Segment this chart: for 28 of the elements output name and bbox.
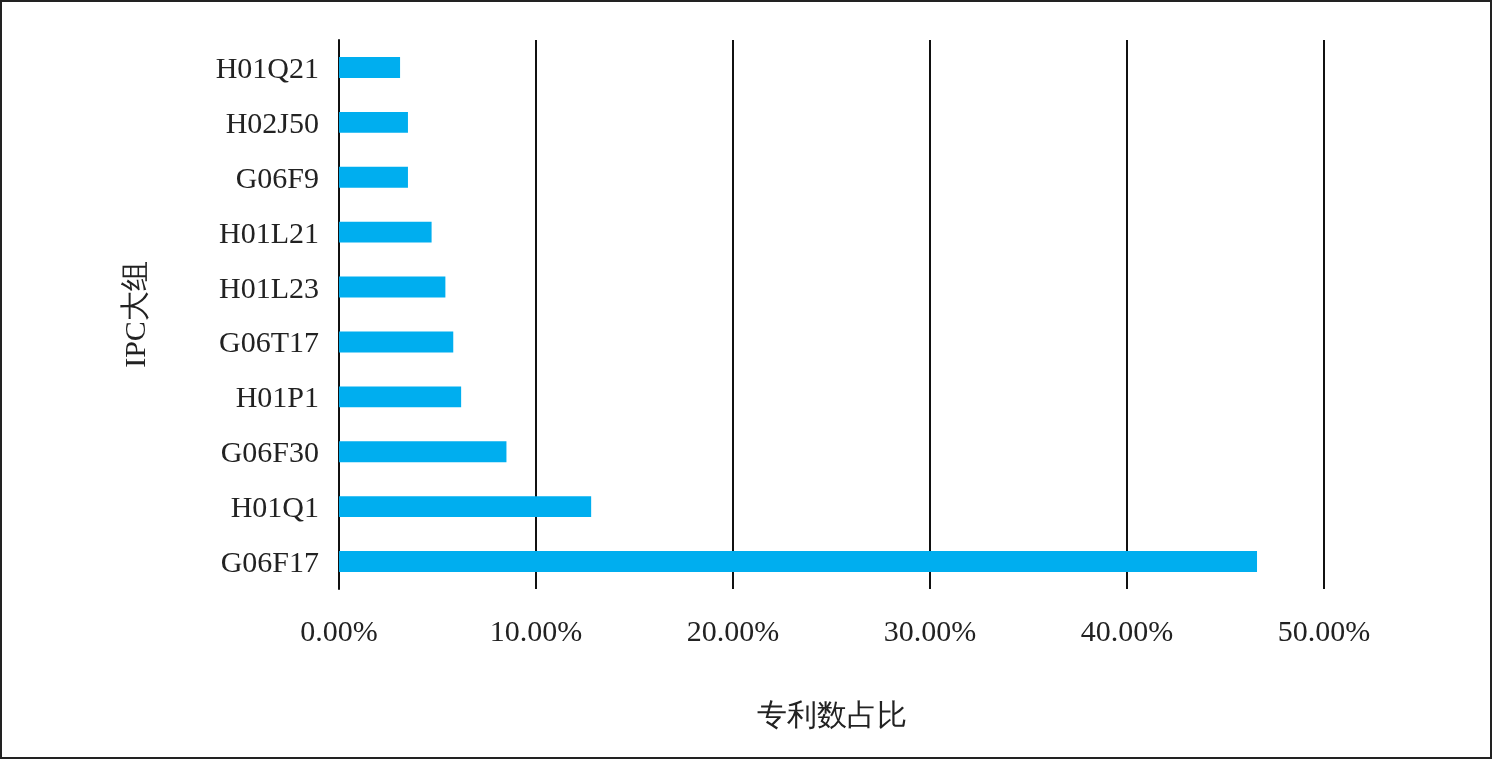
x-tick-label: 50.00% bbox=[1277, 613, 1371, 647]
bar bbox=[339, 331, 454, 353]
bar bbox=[339, 57, 401, 78]
bar bbox=[339, 441, 507, 463]
y-tick-label: H01L21 bbox=[219, 215, 319, 249]
y-tick-label: H01P1 bbox=[235, 380, 319, 414]
y-tick-label: H01Q21 bbox=[215, 50, 319, 84]
y-tick-label: H01L23 bbox=[219, 270, 319, 304]
bar bbox=[339, 551, 1258, 572]
x-tick-label: 30.00% bbox=[883, 613, 977, 647]
bar bbox=[339, 386, 462, 408]
y-tick-label: H02J50 bbox=[225, 105, 319, 139]
x-tick-label: 40.00% bbox=[1080, 613, 1174, 647]
x-tick-label: 20.00% bbox=[686, 613, 780, 647]
bar bbox=[339, 496, 592, 518]
y-axis-title: IPC大组 bbox=[117, 261, 151, 368]
bar bbox=[339, 111, 408, 133]
y-tick-label: G06F17 bbox=[220, 545, 319, 579]
y-tick-label: G06T17 bbox=[219, 325, 319, 359]
y-tick-label: G06F9 bbox=[235, 160, 319, 194]
bar bbox=[339, 276, 446, 298]
bar bbox=[339, 166, 408, 188]
bar bbox=[339, 221, 432, 243]
y-tick-label: G06F30 bbox=[220, 435, 319, 469]
y-tick-label: H01Q1 bbox=[230, 490, 319, 524]
x-tick-label: 10.00% bbox=[489, 613, 583, 647]
x-axis-title: 专利数占比 bbox=[756, 697, 907, 731]
x-tick-label: 0.00% bbox=[300, 613, 378, 647]
